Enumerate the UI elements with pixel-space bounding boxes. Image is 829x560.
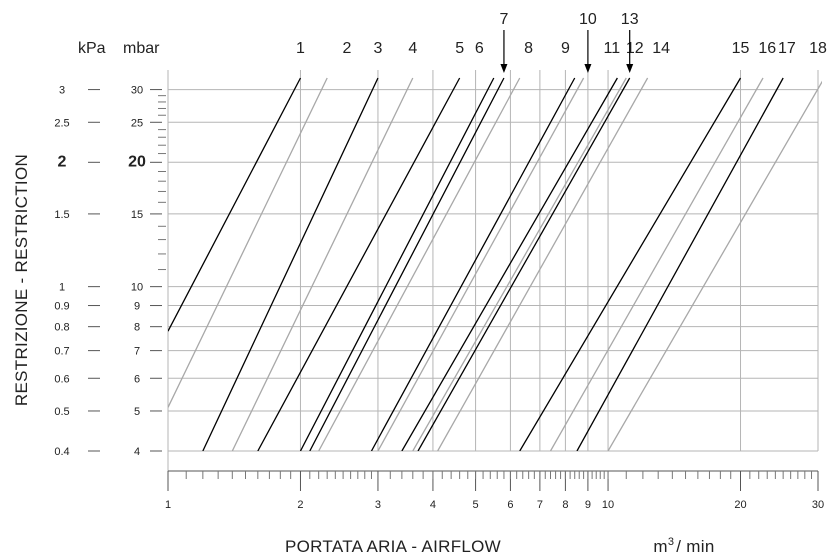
y-left-unit-label: kPa	[78, 40, 106, 57]
curve-label-3: 3	[374, 40, 383, 57]
curve-label-9: 9	[561, 40, 570, 57]
y-tick-label-kpa: 0.8	[54, 322, 69, 334]
y-tick-label-mbar: 20	[128, 153, 146, 170]
y-tick-label-mbar: 10	[131, 282, 143, 294]
x-tick-label: 6	[507, 499, 513, 511]
series-line-11	[401, 77, 618, 451]
curve-label-5: 5	[455, 40, 464, 57]
curve-arrow-head-7	[500, 64, 508, 73]
curve-label-1: 1	[296, 40, 305, 57]
curve-label-14: 14	[652, 40, 670, 57]
x-tick-label: 8	[562, 499, 568, 511]
curve-label-16: 16	[758, 40, 776, 57]
y-tick-label-mbar: 4	[134, 446, 140, 458]
y-tick-label-mbar: 9	[134, 301, 140, 313]
curve-label-12: 12	[626, 40, 644, 57]
x-tick-label: 10	[602, 499, 614, 511]
y-tick-label-mbar: 15	[131, 209, 143, 221]
y-tick-label-mbar: 5	[134, 406, 140, 418]
y-tick-label-kpa: 0.6	[54, 373, 69, 385]
curve-arrow-head-10	[584, 64, 592, 73]
curve-label-17: 17	[778, 40, 796, 57]
series-line-15	[519, 77, 742, 451]
y-tick-label-kpa: 2	[58, 153, 67, 170]
curve-label-18: 18	[809, 40, 827, 57]
series-line-4	[231, 77, 414, 451]
curve-label-11: 11	[604, 40, 621, 57]
curve-label-7: 7	[499, 11, 508, 28]
x-tick-label: 3	[375, 499, 381, 511]
series-line-14	[437, 77, 649, 451]
series-line-12	[412, 77, 627, 451]
curve-label-8: 8	[524, 40, 533, 57]
x-unit-exponent: 3	[668, 536, 674, 548]
curve-label-15: 15	[732, 40, 750, 57]
series-lines	[168, 77, 822, 451]
y-tick-label-kpa: 1	[59, 282, 65, 294]
x-tick-label: 30	[812, 499, 824, 511]
y-axis-ticks: 0.4 4 0.5 5 0.6 6 0.7 7 0.8 8 0.9 9 1 10 1.5 15 2 20 2.5 25…	[54, 85, 166, 458]
curve-label-13: 13	[621, 11, 639, 28]
curve-arrow-head-13	[626, 64, 634, 73]
series-line-18	[607, 80, 822, 451]
x-tick-label: 1	[165, 499, 171, 511]
y-axis-title: RESTRIZIONE - RESTRICTION	[12, 154, 31, 406]
series-line-5	[257, 77, 461, 451]
series-line-16	[549, 77, 764, 451]
y-tick-label-mbar: 6	[134, 373, 140, 385]
series-line-2	[168, 77, 328, 408]
x-unit-base: m	[653, 537, 667, 556]
series-line-9	[370, 77, 576, 451]
x-tick-label: 20	[734, 499, 746, 511]
series-line-1	[168, 77, 302, 332]
y-tick-label-mbar: 7	[134, 346, 140, 358]
series-line-17	[576, 77, 784, 451]
x-unit-tail: / min	[676, 537, 714, 556]
x-tick-label: 9	[585, 499, 591, 511]
series-line-3	[202, 77, 379, 451]
series-line-10	[377, 77, 585, 451]
series-line-13	[417, 77, 631, 451]
y-tick-label-mbar: 25	[131, 117, 143, 129]
x-tick-label: 2	[297, 499, 303, 511]
y-tick-label-kpa: 0.7	[54, 346, 69, 358]
y-tick-label-kpa: 0.4	[54, 446, 69, 458]
grid-lines	[167, 70, 819, 491]
x-tick-label: 4	[430, 499, 436, 511]
y-tick-label-mbar: 30	[131, 85, 143, 97]
y-tick-label-kpa: 0.5	[54, 406, 69, 418]
x-tick-label: 7	[537, 499, 543, 511]
x-tick-label: 5	[473, 499, 479, 511]
curve-label-10: 10	[579, 11, 597, 28]
y-tick-label-kpa: 3	[59, 85, 65, 97]
x-axis-unit: m3/ min	[653, 536, 714, 556]
series-line-8	[318, 77, 521, 451]
y-tick-label-kpa: 2.5	[54, 117, 69, 129]
series-line-7	[309, 77, 505, 451]
curve-label-4: 4	[408, 40, 417, 57]
curve-label-2: 2	[342, 40, 351, 57]
series-line-6	[299, 77, 495, 451]
y-tick-label-kpa: 0.9	[54, 301, 69, 313]
x-axis-ticks: 1 2 3 4 5 6 7 8 9 10 20 30	[165, 470, 824, 511]
x-axis-title: PORTATA ARIA - AIRFLOW	[285, 537, 501, 556]
y-tick-label-mbar: 8	[134, 322, 140, 334]
y-right-unit-label: mbar	[123, 40, 160, 57]
y-tick-label-kpa: 1.5	[54, 209, 69, 221]
curve-label-6: 6	[475, 40, 484, 57]
